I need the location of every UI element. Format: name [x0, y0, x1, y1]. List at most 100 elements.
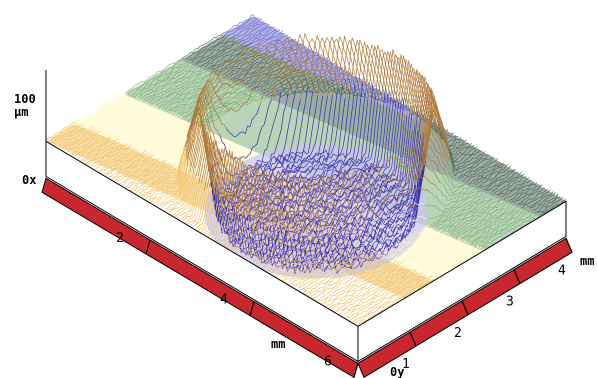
scan-segment [249, 72, 253, 75]
scan-segment [72, 136, 76, 139]
scan-segment [233, 56, 237, 60]
scan-segment [132, 144, 136, 149]
scan-segment [108, 147, 112, 150]
scan-segment [161, 80, 165, 82]
scan-segment [230, 52, 234, 56]
scan-segment [245, 58, 249, 60]
scan-segment [231, 41, 235, 45]
scan-segment [62, 127, 65, 130]
scan-segment [189, 112, 192, 114]
scan-segment [252, 47, 256, 50]
scan-segment [146, 134, 150, 136]
scan-segment [166, 81, 170, 84]
scan-segment [124, 163, 128, 165]
scan-segment [86, 147, 90, 150]
scan-segment [83, 145, 87, 149]
scan-segment [120, 139, 123, 143]
scan-segment [153, 154, 157, 156]
scan-segment [240, 30, 244, 33]
scan-segment [141, 83, 145, 87]
scan-segment [186, 211, 189, 213]
scan-segment [175, 198, 178, 200]
scan-segment [216, 86, 219, 88]
scan-segment [154, 110, 158, 113]
scan-segment [111, 131, 115, 136]
scan-segment [122, 137, 126, 141]
scan-segment [170, 201, 174, 203]
scan-segment [149, 103, 152, 106]
scan-segment [246, 62, 249, 64]
scan-segment [254, 66, 257, 69]
scan-segment [239, 40, 242, 43]
scan-segment [199, 214, 203, 223]
scan-segment [159, 108, 162, 111]
scan-segment [178, 208, 182, 211]
scan-segment [188, 209, 192, 215]
scan-segment [256, 66, 260, 70]
scan-segment [231, 35, 235, 39]
scan-segment [221, 92, 225, 95]
scan-segment [273, 36, 276, 38]
scan-segment [258, 62, 262, 65]
scan-segment [270, 31, 274, 34]
scan-segment [129, 138, 133, 141]
scan-segment [211, 37, 215, 40]
scan-segment [221, 32, 224, 36]
scan-segment [309, 38, 313, 43]
scan-segment [113, 122, 117, 125]
scan-segment [120, 96, 124, 99]
scan-segment [99, 130, 103, 132]
scan-segment [77, 133, 81, 136]
scan-segment [199, 65, 203, 67]
scan-segment [175, 72, 179, 75]
scan-segment [230, 78, 233, 80]
scan-segment [179, 211, 182, 214]
scan-segment [279, 50, 283, 53]
scan-segment [228, 28, 231, 32]
scan-segment [58, 144, 62, 149]
scan-segment [230, 54, 234, 57]
scan-segment [133, 123, 136, 125]
scan-segment [265, 62, 269, 65]
scan-segment [193, 73, 196, 76]
scan-segment [162, 199, 166, 203]
scan-segment [154, 107, 157, 110]
scan-segment [140, 121, 144, 124]
scan-segment [275, 53, 278, 55]
scan-segment [181, 216, 185, 219]
scan-segment [186, 213, 190, 216]
scan-segment [78, 142, 82, 145]
scan-segment [80, 116, 84, 119]
scan-segment [73, 142, 77, 145]
scan-segment [177, 71, 181, 73]
scan-segment [249, 46, 253, 49]
scan-segment [187, 69, 191, 72]
scan-segment [235, 82, 239, 86]
scan-segment [236, 60, 239, 64]
scan-segment [153, 201, 156, 204]
scan-segment [151, 84, 155, 86]
scan-segment [125, 139, 128, 144]
scan-segment [197, 74, 201, 77]
scan-segment [182, 141, 185, 143]
scan-segment [137, 89, 141, 91]
scan-segment [109, 159, 113, 162]
scan-segment [304, 33, 308, 40]
scan-segment [150, 199, 154, 203]
scan-segment [237, 48, 241, 51]
scan-segment [132, 190, 136, 192]
scan-segment [134, 186, 138, 191]
scan-segment [262, 27, 266, 30]
scan-segment [165, 120, 168, 123]
scan-segment [166, 105, 170, 109]
scan-segment [127, 90, 131, 95]
scan-segment [134, 102, 137, 105]
scan-segment [69, 131, 73, 135]
scan-segment [99, 158, 103, 163]
scan-segment [135, 93, 139, 97]
scan-segment [229, 70, 233, 75]
scan-segment [351, 47, 355, 57]
scan-segment [282, 55, 286, 59]
scan-segment [160, 197, 163, 200]
scan-segment [154, 82, 157, 86]
